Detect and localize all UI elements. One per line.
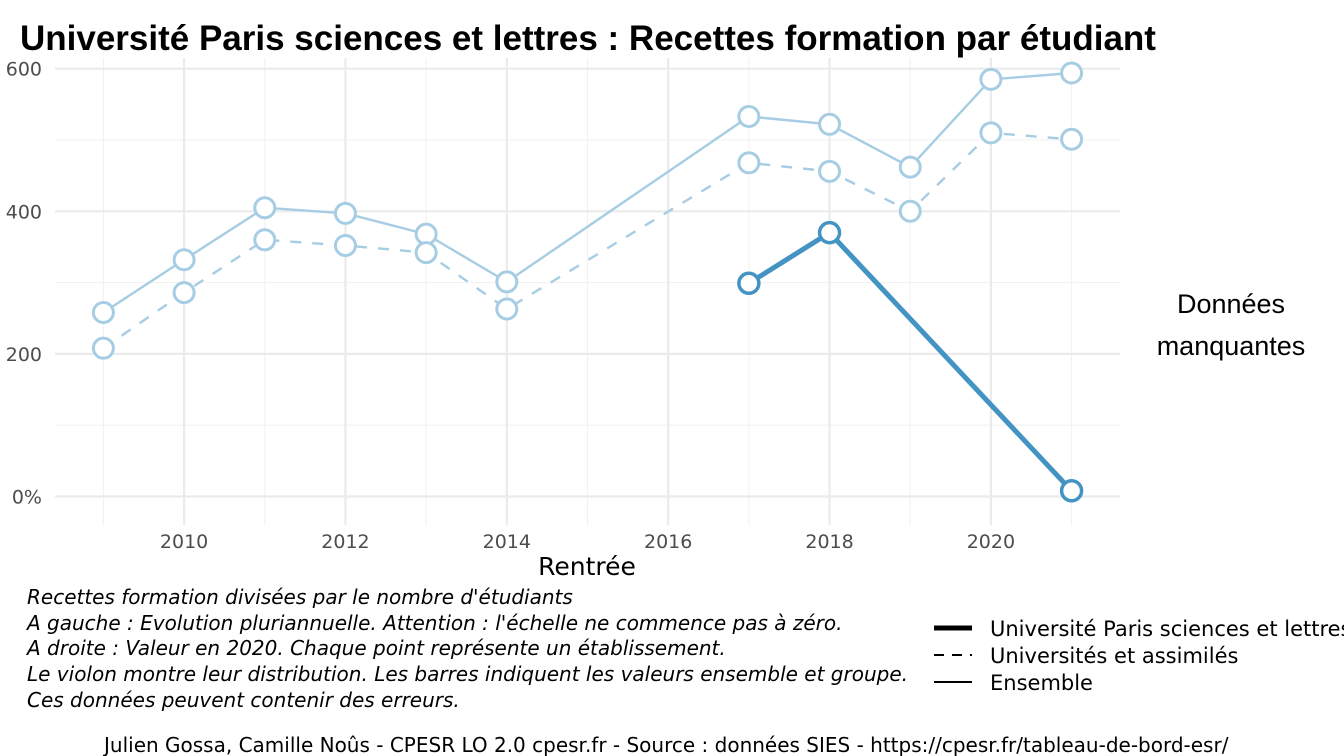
data-point	[818, 159, 842, 183]
y-tick-label: 200	[6, 344, 42, 366]
data-point	[737, 271, 761, 296]
x-tick-label: 2018	[805, 531, 853, 553]
data-point	[979, 67, 1003, 91]
missing-data-note: Données manquantes	[1157, 289, 1306, 361]
data-point	[817, 220, 842, 245]
data-point	[333, 201, 357, 225]
missing-data-line-2: manquantes	[1157, 331, 1306, 361]
legend-label-psl: Université Paris sciences et lettres	[990, 617, 1344, 641]
missing-data-line-1: Données	[1177, 289, 1285, 319]
data-point	[737, 104, 761, 128]
data-point	[253, 196, 277, 220]
caption-line-2: A gauche : Evolution pluriannuelle. Atte…	[25, 611, 843, 635]
legend-label-universites: Universités et assimilés	[990, 644, 1238, 668]
data-point	[1060, 61, 1084, 85]
data-point	[91, 336, 115, 360]
x-tick-label: 2010	[160, 531, 208, 553]
caption-line-1: Recettes formation divisées par le nombr…	[27, 585, 573, 609]
caption: Recettes formation divisées par le nombr…	[25, 585, 908, 712]
data-point	[414, 222, 438, 246]
x-axis-ticks: 2010 2012 2014 2016 2018 2020	[160, 531, 1015, 553]
caption-line-5: Ces données peuvent contenir des erreurs…	[27, 688, 460, 712]
caption-line-3: A droite : Valeur en 2020. Chaque point …	[25, 636, 726, 660]
credit-line: Julien Gossa, Camille Noûs - CPESR LO 2.…	[102, 733, 1229, 756]
x-tick-label: 2014	[483, 531, 531, 553]
data-point	[495, 297, 519, 321]
data-point	[333, 234, 357, 258]
data-point	[1059, 479, 1084, 503]
data-point	[414, 241, 438, 265]
x-tick-label: 2012	[321, 531, 369, 553]
data-point	[737, 151, 761, 175]
y-tick-label: 0%	[12, 486, 42, 508]
data-point	[898, 155, 922, 179]
x-axis-label: Rentrée	[538, 552, 636, 581]
x-tick-label: 2020	[967, 531, 1015, 553]
data-point	[1060, 127, 1084, 151]
legend-label-ensemble: Ensemble	[990, 671, 1093, 695]
data-point	[172, 281, 196, 305]
data-point	[495, 270, 519, 294]
series-line-2	[102, 131, 1072, 350]
legend: Université Paris sciences et lettres Uni…	[934, 617, 1344, 695]
data-point	[818, 112, 842, 136]
series-points	[91, 61, 1084, 503]
y-tick-label: 600	[6, 59, 42, 81]
chart-title: Université Paris sciences et lettres : R…	[20, 19, 1156, 58]
data-point	[898, 199, 922, 223]
data-point	[253, 228, 277, 252]
caption-line-4: Le violon montre leur distribution. Les …	[27, 662, 908, 686]
y-axis-ticks: 0% 200 400 600	[6, 59, 42, 509]
data-point	[172, 248, 196, 272]
x-tick-label: 2016	[644, 531, 692, 553]
y-tick-label: 400	[6, 201, 42, 223]
plot-grid	[55, 58, 1120, 525]
data-point	[979, 121, 1003, 145]
data-point	[91, 301, 115, 325]
